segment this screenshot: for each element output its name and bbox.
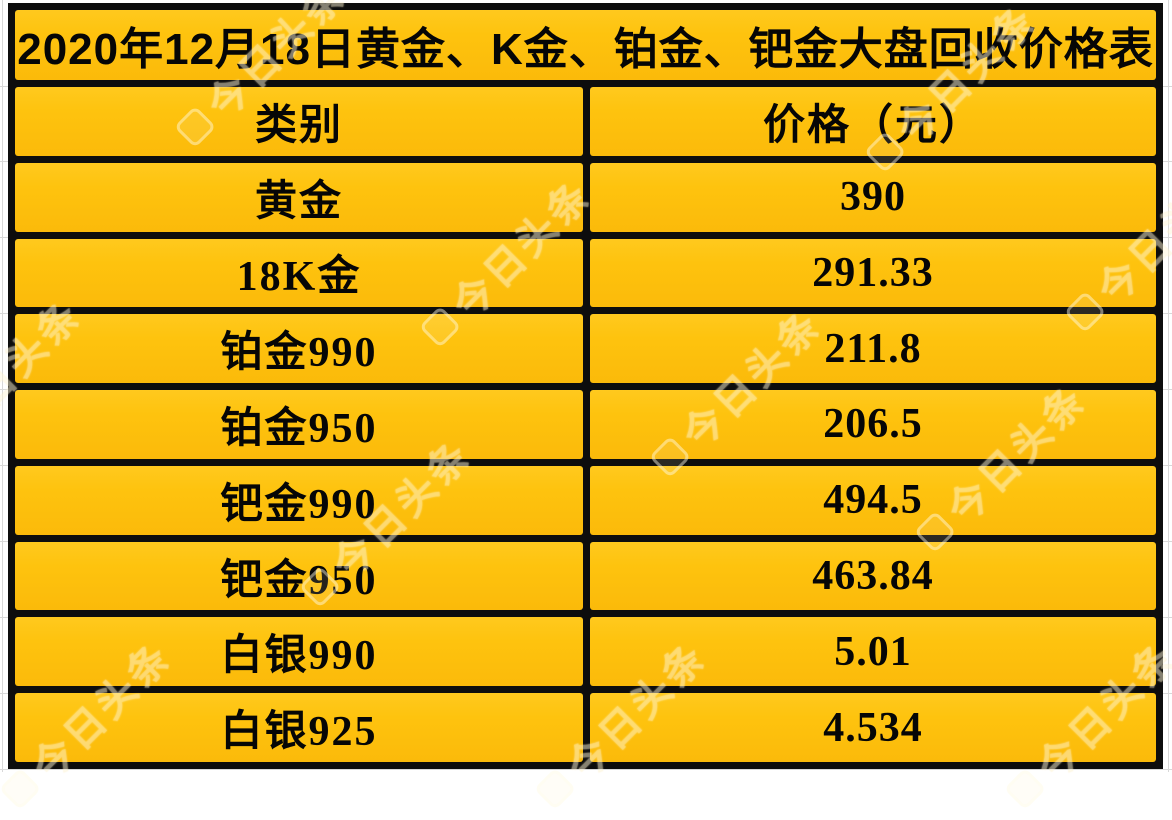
column-header-category: 类别 [15, 87, 583, 156]
category-cell: 白银925 [15, 693, 583, 762]
margin-gridline [0, 769, 1172, 770]
margin-gridline [2, 0, 3, 772]
category-cell: 白银990 [15, 617, 583, 687]
category-cell: 黄金 [15, 162, 583, 232]
category-cell: 钯金990 [15, 465, 583, 535]
price-cell: 4.534 [590, 693, 1156, 762]
price-cell: 5.01 [590, 617, 1156, 687]
column-header-price: 价格（元） [590, 87, 1156, 156]
toutiao-logo-icon [0, 767, 42, 811]
price-cell: 291.33 [590, 238, 1156, 308]
price-cell: 206.5 [590, 390, 1156, 459]
table-title: 2020年12月18日黄金、K金、铂金、钯金大盘回收价格表 [15, 10, 1156, 80]
margin-gridline [1168, 0, 1169, 772]
category-cell: 18K金 [15, 238, 583, 308]
category-cell: 钯金950 [15, 541, 583, 611]
price-cell: 390 [590, 162, 1156, 232]
price-table: 2020年12月18日黄金、K金、铂金、钯金大盘回收价格表 类别 价格（元） 黄… [8, 3, 1163, 769]
price-cell: 494.5 [590, 465, 1156, 535]
category-cell: 铂金950 [15, 390, 583, 459]
category-cell: 铂金990 [15, 314, 583, 384]
price-cell: 211.8 [590, 314, 1156, 384]
toutiao-logo-icon [533, 767, 577, 811]
price-cell: 463.84 [590, 541, 1156, 611]
toutiao-logo-icon [1003, 767, 1047, 811]
